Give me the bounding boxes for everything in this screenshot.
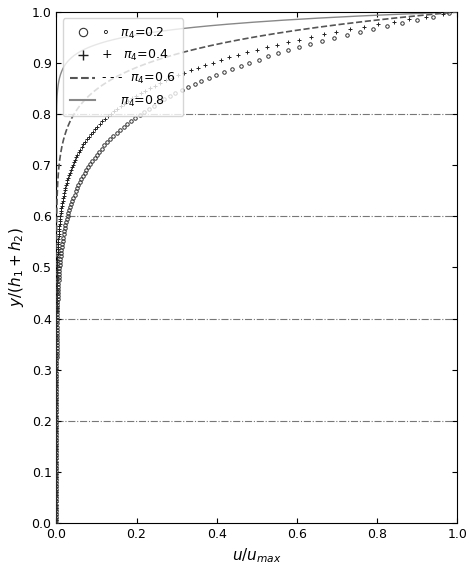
X-axis label: $u/u_{max}$: $u/u_{max}$ — [232, 546, 282, 565]
Y-axis label: $y/(h_1+h_2)$: $y/(h_1+h_2)$ — [7, 228, 26, 307]
Legend: $\circ$   $\pi_4$=0.2, $+$   $\pi_4$=0.4, - - -  $\pi_4$=0.6, $\quad\;$ $\pi_4$=: $\circ$ $\pi_4$=0.2, $+$ $\pi_4$=0.4, - … — [63, 18, 183, 116]
